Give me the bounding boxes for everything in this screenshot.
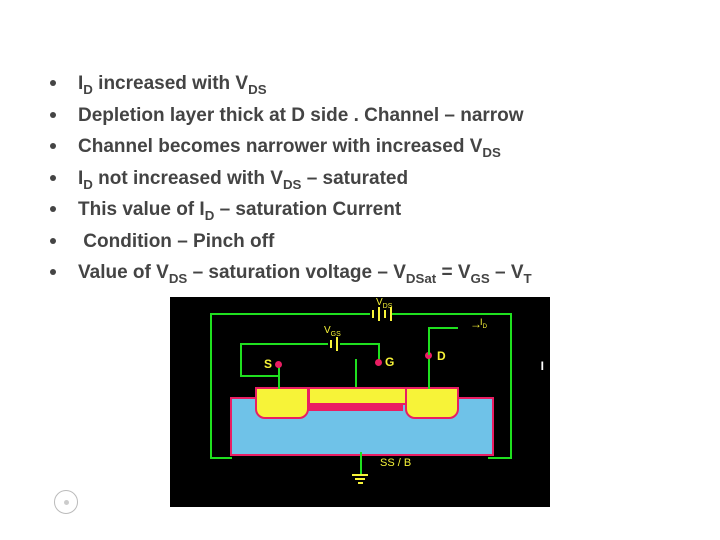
bullet-item: Channel becomes narrower with increased … bbox=[30, 133, 690, 161]
bullet-icon bbox=[50, 238, 56, 244]
vds-label: VDS bbox=[376, 297, 392, 308]
mosfet-diagram: VDS VGS I D → bbox=[170, 297, 550, 507]
bullet-icon bbox=[50, 143, 56, 149]
d-label: D bbox=[437, 349, 446, 363]
bullet-item: This value of ID – saturation Current bbox=[30, 196, 690, 224]
bullet-text: Channel becomes narrower with increased … bbox=[78, 133, 690, 161]
g-label: G bbox=[385, 355, 394, 369]
bullet-text: This value of ID – saturation Current bbox=[78, 196, 690, 224]
wire bbox=[278, 365, 280, 389]
vgs-battery-icon bbox=[328, 337, 340, 351]
bullet-text: ID increased with VDS bbox=[78, 70, 690, 98]
wire bbox=[360, 452, 362, 474]
bullet-text: ID not increased with VDS – saturated bbox=[78, 165, 690, 193]
bullet-icon bbox=[50, 269, 56, 275]
source-well bbox=[255, 387, 309, 419]
wire bbox=[210, 313, 370, 315]
bullet-list: ID increased with VDS Depletion layer th… bbox=[30, 70, 690, 287]
wire bbox=[510, 313, 512, 458]
wire bbox=[428, 327, 430, 355]
wire bbox=[240, 375, 278, 377]
drain-well bbox=[405, 387, 459, 419]
bullet-icon bbox=[50, 80, 56, 86]
diagram-container: VDS VGS I D → bbox=[30, 297, 690, 507]
bullet-text: Condition – Pinch off bbox=[78, 228, 690, 256]
bullet-icon bbox=[50, 175, 56, 181]
side-block bbox=[520, 352, 550, 382]
bullet-text: Depletion layer thick at D side . Channe… bbox=[78, 102, 690, 130]
bullet-item: ID increased with VDS bbox=[30, 70, 690, 98]
bullet-icon bbox=[50, 112, 56, 118]
wire bbox=[240, 343, 242, 377]
wire bbox=[428, 327, 458, 329]
wire bbox=[355, 359, 357, 387]
source-node-icon bbox=[275, 361, 282, 368]
bullet-item: ID not increased with VDS – saturated bbox=[30, 165, 690, 193]
wire bbox=[488, 457, 512, 459]
bullet-item: Depletion layer thick at D side . Channe… bbox=[30, 102, 690, 130]
bullet-icon bbox=[50, 206, 56, 212]
wire bbox=[210, 457, 232, 459]
ssb-label: SS / B bbox=[380, 457, 411, 469]
wire bbox=[392, 313, 512, 315]
s-label: S bbox=[264, 357, 272, 371]
wire bbox=[240, 343, 328, 345]
wire bbox=[340, 343, 380, 345]
vgs-label: VGS bbox=[324, 325, 341, 336]
bullet-item: Condition – Pinch off bbox=[30, 228, 690, 256]
ground-icon bbox=[352, 472, 368, 492]
bullet-text: Value of VDS – saturation voltage – VDSa… bbox=[78, 259, 690, 287]
slide-number-icon bbox=[54, 490, 78, 514]
gate-oxide bbox=[308, 387, 407, 405]
slide: ID increased with VDS Depletion layer th… bbox=[0, 0, 720, 540]
wire bbox=[210, 313, 212, 458]
wire bbox=[428, 355, 430, 389]
arrow-icon: → bbox=[470, 317, 482, 331]
side-letter: I bbox=[541, 359, 544, 373]
gate-node-icon bbox=[375, 359, 382, 366]
bullet-item: Value of VDS – saturation voltage – VDSa… bbox=[30, 259, 690, 287]
